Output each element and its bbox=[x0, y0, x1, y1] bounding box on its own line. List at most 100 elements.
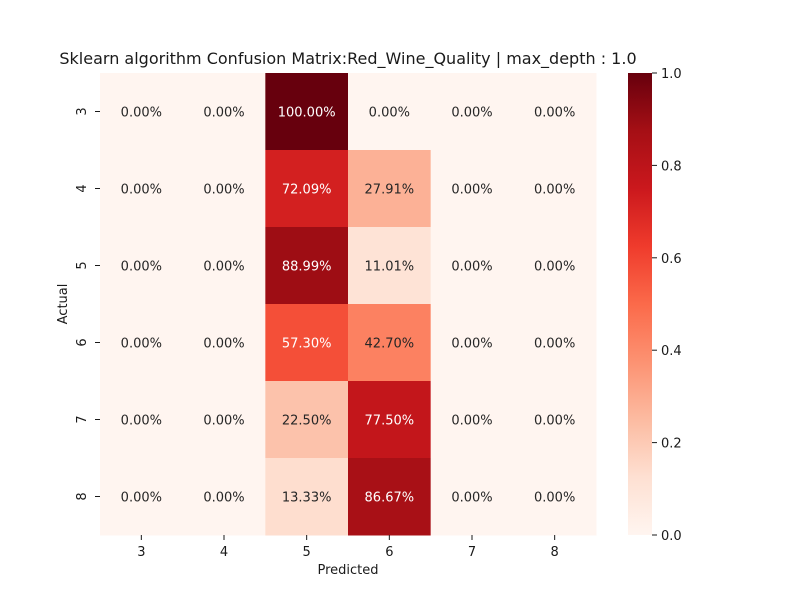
heatmap-cell bbox=[182, 381, 266, 459]
heatmap-cell bbox=[513, 304, 597, 382]
cell-annotation: 0.00% bbox=[203, 414, 244, 429]
heatmap-cell bbox=[182, 73, 266, 151]
x-tick-label: 6 bbox=[385, 545, 393, 560]
heatmap-cell bbox=[100, 381, 184, 459]
heatmap-cell bbox=[182, 150, 266, 228]
cell-annotation: 27.91% bbox=[365, 183, 415, 198]
heatmap-cell bbox=[430, 150, 514, 228]
cell-annotation: 86.67% bbox=[365, 491, 415, 506]
colorbar-tick-label: 0.8 bbox=[661, 159, 682, 174]
heatmap-cell bbox=[348, 458, 432, 536]
heatmap-cell bbox=[265, 304, 349, 382]
cell-annotation: 0.00% bbox=[451, 337, 492, 352]
cell-annotation: 0.00% bbox=[121, 337, 162, 352]
cell-annotation: 0.00% bbox=[121, 106, 162, 121]
heatmap-cell bbox=[182, 458, 266, 536]
cell-annotation: 0.00% bbox=[203, 106, 244, 121]
x-tick-label: 3 bbox=[137, 545, 145, 560]
heatmap-cell bbox=[348, 150, 432, 228]
cell-annotation: 0.00% bbox=[203, 491, 244, 506]
cell-annotation: 0.00% bbox=[121, 414, 162, 429]
y-tick-label: 7 bbox=[75, 415, 90, 423]
cell-annotation: 0.00% bbox=[121, 183, 162, 198]
heatmap-cell bbox=[430, 304, 514, 382]
cell-annotation: 0.00% bbox=[451, 260, 492, 275]
cell-annotation: 0.00% bbox=[534, 106, 575, 121]
cell-annotation: 88.99% bbox=[282, 260, 332, 275]
colorbar-tick-label: 0.6 bbox=[661, 252, 682, 267]
cell-annotation: 0.00% bbox=[534, 491, 575, 506]
heatmap-cell bbox=[100, 458, 184, 536]
heatmap-cell bbox=[513, 150, 597, 228]
y-tick-label: 3 bbox=[75, 107, 90, 115]
cell-annotation: 42.70% bbox=[365, 337, 415, 352]
cell-annotation: 0.00% bbox=[451, 414, 492, 429]
colorbar-tick-label: 1.0 bbox=[661, 67, 682, 82]
heatmap-cell bbox=[100, 73, 184, 151]
cell-annotation: 100.00% bbox=[278, 106, 336, 121]
cell-annotation: 57.30% bbox=[282, 337, 332, 352]
heatmap-cell-annotations: 0.00% 0.00% 100.00% 0.00% 0.00% 0.00% 0.00% 0.0… bbox=[121, 106, 576, 506]
colorbar-tick-label: 0.2 bbox=[661, 437, 682, 452]
cell-annotation: 72.09% bbox=[282, 183, 332, 198]
colorbar-tick-label: 0.4 bbox=[661, 344, 682, 359]
heatmap-cell bbox=[265, 381, 349, 459]
heatmap-cell bbox=[513, 458, 597, 536]
cell-annotation: 0.00% bbox=[203, 260, 244, 275]
heatmap-cell bbox=[182, 304, 266, 382]
y-axis-ticks: 3 4 5 6 7 8 bbox=[75, 107, 100, 501]
y-tick-label: 5 bbox=[75, 261, 90, 269]
heatmap-cell bbox=[513, 227, 597, 305]
heatmap-cell bbox=[100, 227, 184, 305]
y-axis-label: Actual bbox=[56, 284, 71, 325]
heatmap-cell bbox=[265, 458, 349, 536]
cell-annotation: 0.00% bbox=[203, 183, 244, 198]
heatmap-cell bbox=[430, 458, 514, 536]
heatmap-cell bbox=[430, 73, 514, 151]
heatmap-cell bbox=[265, 150, 349, 228]
cell-annotation: 0.00% bbox=[534, 260, 575, 275]
heatmap-cells bbox=[100, 73, 597, 536]
heatmap-cell bbox=[265, 227, 349, 305]
x-tick-label: 7 bbox=[468, 545, 476, 560]
colorbar-tick-label: 0.0 bbox=[661, 529, 682, 544]
cell-annotation: 0.00% bbox=[451, 106, 492, 121]
cell-annotation: 0.00% bbox=[121, 260, 162, 275]
y-tick-label: 6 bbox=[75, 338, 90, 346]
heatmap-cell bbox=[430, 381, 514, 459]
x-tick-label: 4 bbox=[220, 545, 228, 560]
heatmap-cell bbox=[100, 304, 184, 382]
colorbar-ticks: 0.0 0.2 0.4 0.6 0.8 1.0 bbox=[652, 67, 682, 544]
y-tick-label: 8 bbox=[75, 492, 90, 500]
chart-title: Sklearn algorithm Confusion Matrix:Red_W… bbox=[59, 49, 636, 69]
heatmap-cell bbox=[182, 227, 266, 305]
cell-annotation: 0.00% bbox=[451, 491, 492, 506]
heatmap-cell bbox=[513, 73, 597, 151]
heatmap-cell bbox=[348, 304, 432, 382]
heatmap-cell bbox=[100, 150, 184, 228]
cell-annotation: 0.00% bbox=[203, 337, 244, 352]
heatmap-cell bbox=[348, 73, 432, 151]
cell-annotation: 0.00% bbox=[534, 414, 575, 429]
heatmap-cell bbox=[513, 381, 597, 459]
cell-annotation: 0.00% bbox=[121, 491, 162, 506]
cell-annotation: 11.01% bbox=[365, 260, 415, 275]
y-tick-label: 4 bbox=[75, 184, 90, 192]
cell-annotation: 0.00% bbox=[534, 183, 575, 198]
cell-annotation: 0.00% bbox=[451, 183, 492, 198]
heatmap-cell bbox=[265, 73, 349, 151]
heatmap-cell bbox=[430, 227, 514, 305]
cell-annotation: 0.00% bbox=[369, 106, 410, 121]
x-tick-label: 5 bbox=[303, 545, 311, 560]
colorbar bbox=[628, 73, 652, 535]
cell-annotation: 77.50% bbox=[365, 414, 415, 429]
x-axis-ticks: 3 4 5 6 7 8 bbox=[137, 535, 559, 560]
x-tick-label: 8 bbox=[551, 545, 559, 560]
x-axis-label: Predicted bbox=[317, 563, 378, 578]
heatmap-cell bbox=[348, 381, 432, 459]
cell-annotation: 22.50% bbox=[282, 414, 332, 429]
cell-annotation: 13.33% bbox=[282, 491, 332, 506]
heatmap-cell bbox=[348, 227, 432, 305]
cell-annotation: 0.00% bbox=[534, 337, 575, 352]
